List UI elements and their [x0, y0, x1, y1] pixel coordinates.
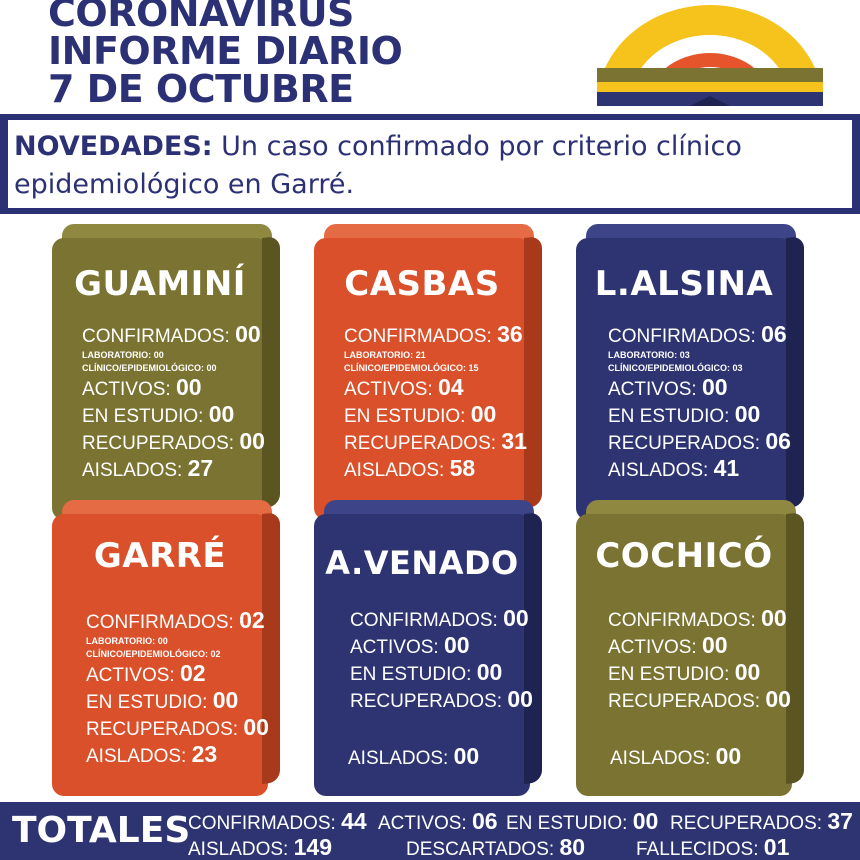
recuperados-value: 31 — [501, 428, 527, 454]
district-stats: CONFIRMADOS: 00 ACTIVOS: 00 EN ESTUDIO: … — [350, 605, 533, 713]
en-estudio-value: 00 — [208, 401, 235, 427]
district-stats: CONFIRMADOS: 00 ACTIVOS: 00 EN ESTUDIO: … — [608, 605, 791, 713]
district-card-guamini: GUAMINÍ CONFIRMADOS: 00 LABORATORIO: 00 … — [52, 224, 280, 520]
district-stats: CONFIRMADOS: 36 LABORATORIO: 21 CLÍNICO/… — [344, 321, 527, 482]
en-estudio-value: 00 — [734, 401, 761, 427]
news-box: NOVEDADES: Un caso confirmado por criter… — [8, 120, 852, 208]
district-name: COCHICÓ — [595, 536, 773, 576]
confirmados-value: 02 — [239, 607, 265, 633]
aislados-value: 23 — [191, 741, 218, 767]
confirmados-value: 00 — [235, 321, 261, 347]
title-line-3: 7 DE OCTUBRE — [48, 67, 354, 111]
clinico-value: 03 — [732, 363, 743, 373]
aislados-value: 00 — [453, 743, 480, 769]
clinico-value: 15 — [468, 363, 479, 373]
total-aislados: AISLADOS: 149 — [188, 834, 332, 860]
confirmados-value: 36 — [497, 321, 523, 347]
title-line-1: CORONAVIRUS — [48, 0, 354, 35]
en-estudio-value: 00 — [476, 659, 503, 685]
total-en-estudio: EN ESTUDIO: 00 — [506, 808, 659, 834]
activos-value: 00 — [701, 632, 728, 658]
activos-value: 00 — [701, 374, 728, 400]
clinico-value: 02 — [210, 649, 221, 659]
district-stats: CONFIRMADOS: 06 LABORATORIO: 03 CLÍNICO/… — [608, 321, 791, 482]
laboratorio-value: 00 — [153, 350, 164, 360]
district-name: GARRÉ — [93, 536, 227, 576]
aislados-value: 58 — [449, 455, 476, 481]
news-text: Un caso confirmado por criterio clínico … — [14, 131, 742, 200]
report-title: CORONAVIRUS INFORME DIARIO 7 DE OCTUBRE — [48, 0, 568, 108]
title-line-2: INFORME DIARIO — [48, 29, 403, 73]
activos-value: 02 — [179, 660, 206, 686]
district-name: CASBAS — [344, 264, 500, 304]
total-activos: ACTIVOS: 06 — [378, 808, 498, 834]
totals-label: TOTALES — [12, 810, 191, 851]
district-card-a-venado: A.VENADO CONFIRMADOS: 00 ACTIVOS: 00 EN … — [314, 500, 542, 796]
totals-bar: TOTALES CONFIRMADOS: 44 ACTIVOS: 06 EN E… — [0, 802, 860, 860]
news-label: NOVEDADES: — [14, 131, 213, 162]
en-estudio-value: 00 — [470, 401, 497, 427]
confirmados-value: 06 — [761, 321, 787, 347]
laboratorio-value: 03 — [679, 350, 690, 360]
aislados-value: 41 — [713, 455, 740, 481]
rainbow-logo-icon — [597, 5, 823, 106]
news-banner: NOVEDADES: Un caso confirmado por criter… — [0, 114, 860, 214]
aislados-value: 27 — [187, 455, 214, 481]
activos-value: 00 — [175, 374, 202, 400]
district-stats: CONFIRMADOS: 02 LABORATORIO: 00 CLÍNICO/… — [86, 607, 269, 768]
district-name: A.VENADO — [325, 544, 519, 582]
recuperados-value: 00 — [243, 714, 269, 740]
recuperados-value: 00 — [765, 686, 791, 712]
district-card-casbas: CASBAS CONFIRMADOS: 36 LABORATORIO: 21 C… — [314, 224, 542, 520]
district-name: GUAMINÍ — [74, 264, 246, 304]
en-estudio-value: 00 — [212, 687, 239, 713]
district-card-garre: GARRÉ CONFIRMADOS: 02 LABORATORIO: 00 CL… — [52, 500, 280, 796]
confirmados-value: 00 — [761, 605, 787, 631]
aislados-value: 00 — [715, 743, 742, 769]
recuperados-value: 06 — [765, 428, 791, 454]
recuperados-value: 00 — [239, 428, 265, 454]
laboratorio-value: 21 — [415, 350, 426, 360]
total-recuperados: RECUPERADOS: 37 — [670, 808, 853, 834]
district-name: L.ALSINA — [594, 264, 774, 304]
total-descartados: DESCARTADOS: 80 — [406, 834, 586, 860]
en-estudio-value: 00 — [734, 659, 761, 685]
district-stats: CONFIRMADOS: 00 LABORATORIO: 00 CLÍNICO/… — [82, 321, 265, 482]
activos-value: 04 — [437, 374, 464, 400]
district-card-cochico: COCHICÓ CONFIRMADOS: 00 ACTIVOS: 00 EN E… — [576, 500, 804, 796]
activos-value: 00 — [443, 632, 470, 658]
clinico-value: 00 — [206, 363, 217, 373]
laboratorio-value: 00 — [157, 636, 168, 646]
total-confirmados: CONFIRMADOS: 44 — [188, 808, 367, 834]
confirmados-value: 00 — [503, 605, 529, 631]
recuperados-value: 00 — [507, 686, 533, 712]
district-card-l-alsina: L.ALSINA CONFIRMADOS: 06 LABORATORIO: 03… — [576, 224, 804, 520]
total-fallecidos: FALLECIDOS: 01 — [636, 834, 790, 860]
